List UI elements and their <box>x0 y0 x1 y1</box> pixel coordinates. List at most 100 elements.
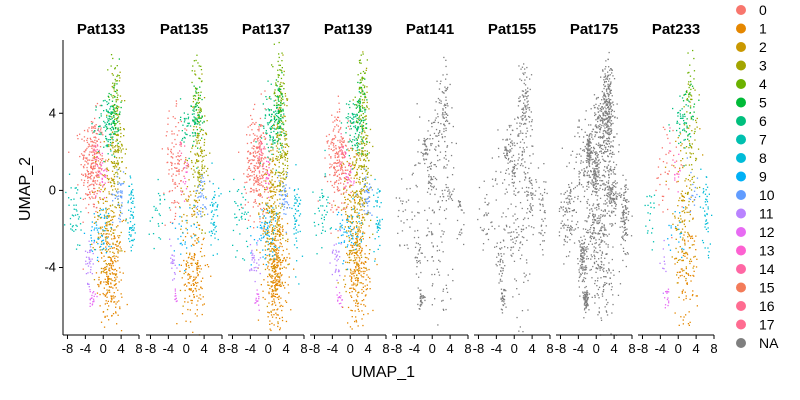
point-cluster-1 <box>197 260 199 262</box>
point-cluster-7 <box>246 227 249 229</box>
point-cluster-2 <box>180 187 182 189</box>
point-cluster-0 <box>91 196 93 198</box>
point-cluster-1 <box>103 269 105 271</box>
point-cluster-2 <box>272 157 274 159</box>
point-cluster-10 <box>285 213 287 215</box>
point-cluster-1 <box>188 295 191 297</box>
point-cluster-3 <box>279 183 282 185</box>
point-cluster-3 <box>194 162 197 164</box>
point-cluster-0 <box>246 175 248 178</box>
point-cluster-3 <box>117 163 119 165</box>
point-cluster-2 <box>276 150 278 152</box>
point-cluster-2 <box>102 174 104 177</box>
point-cluster-2 <box>366 213 368 216</box>
point-cluster-8 <box>209 204 211 206</box>
point-cluster-1 <box>356 238 358 240</box>
point-cluster-9 <box>266 240 268 242</box>
point-cluster-3 <box>368 152 370 154</box>
point-cluster-8 <box>128 194 130 196</box>
point-cluster-9 <box>106 237 108 239</box>
point-cluster-9 <box>268 211 271 214</box>
point-cluster-2 <box>274 180 276 183</box>
point-cluster-3 <box>282 162 284 165</box>
point-cluster-1 <box>279 272 281 274</box>
point-cluster-11 <box>255 266 257 269</box>
point-cluster-8 <box>293 204 295 207</box>
point-cluster-2 <box>100 271 103 273</box>
point-cluster-2 <box>106 169 108 171</box>
point-cluster-4 <box>278 110 280 112</box>
point-cluster-0 <box>337 230 339 232</box>
point-cluster-7 <box>75 224 77 226</box>
point-cluster-4 <box>115 101 117 103</box>
point-cluster-6 <box>275 169 277 171</box>
point-cluster-2 <box>108 208 110 210</box>
point-cluster-8 <box>377 196 379 198</box>
point-cluster-1 <box>278 296 280 298</box>
point-cluster-14 <box>262 148 265 150</box>
point-cluster-4 <box>279 83 281 85</box>
point-cluster-7 <box>238 209 241 211</box>
point-cluster-2 <box>279 258 281 261</box>
point-cluster-1 <box>260 284 262 286</box>
point-cluster-6 <box>352 103 354 105</box>
point-cluster-5 <box>117 127 119 129</box>
point-cluster-0 <box>90 138 92 141</box>
point-cluster-6 <box>274 139 276 141</box>
point-cluster-0 <box>253 179 255 181</box>
point-cluster-2 <box>103 260 105 262</box>
point-cluster-1 <box>117 260 119 262</box>
point-cluster-6 <box>276 112 278 114</box>
point-cluster-4 <box>279 95 281 97</box>
point-cluster-0 <box>265 166 268 168</box>
point-na <box>439 151 442 153</box>
point-cluster-4 <box>113 84 115 87</box>
point-cluster-13 <box>263 168 265 170</box>
point-cluster-10 <box>286 172 289 174</box>
point-cluster-3 <box>112 165 114 168</box>
point-cluster-0 <box>253 165 255 167</box>
point-cluster-4 <box>197 99 199 101</box>
point-cluster-8 <box>379 224 381 226</box>
point-cluster-6 <box>260 137 263 139</box>
point-cluster-1 <box>276 293 278 295</box>
point-cluster-0 <box>175 143 177 145</box>
point-cluster-1 <box>349 287 351 290</box>
point-cluster-5 <box>114 104 116 106</box>
point-cluster-5 <box>362 107 364 109</box>
point-cluster-1 <box>283 258 285 260</box>
point-cluster-0 <box>165 135 167 137</box>
point-cluster-6 <box>192 120 194 122</box>
point-cluster-5 <box>356 117 358 120</box>
point-na <box>446 287 448 290</box>
point-cluster-10 <box>200 195 202 197</box>
point-cluster-1 <box>358 267 360 269</box>
point-cluster-9 <box>346 246 348 248</box>
point-cluster-1 <box>350 244 352 246</box>
point-cluster-0 <box>333 186 335 188</box>
point-cluster-1 <box>188 288 191 290</box>
point-cluster-0 <box>258 159 260 161</box>
point-cluster-9 <box>259 224 262 226</box>
point-cluster-6 <box>357 127 360 129</box>
point-cluster-3 <box>280 172 282 174</box>
point-cluster-8 <box>125 218 127 221</box>
point-cluster-1 <box>112 263 114 265</box>
point-cluster-4 <box>272 66 274 68</box>
point-cluster-2 <box>353 226 355 228</box>
point-cluster-9 <box>182 232 184 234</box>
point-cluster-2 <box>270 212 273 214</box>
point-cluster-8 <box>130 235 132 237</box>
point-cluster-8 <box>381 218 383 221</box>
point-cluster-12 <box>93 291 95 293</box>
point-cluster-0 <box>87 182 89 184</box>
point-cluster-4 <box>362 102 364 104</box>
point-cluster-1 <box>279 215 281 217</box>
point-cluster-3 <box>361 104 363 107</box>
point-cluster-6 <box>269 135 271 137</box>
point-cluster-9 <box>342 263 344 265</box>
point-cluster-2 <box>350 165 352 168</box>
point-cluster-13 <box>266 170 268 173</box>
point-cluster-1 <box>286 256 288 259</box>
point-cluster-1 <box>188 256 190 258</box>
